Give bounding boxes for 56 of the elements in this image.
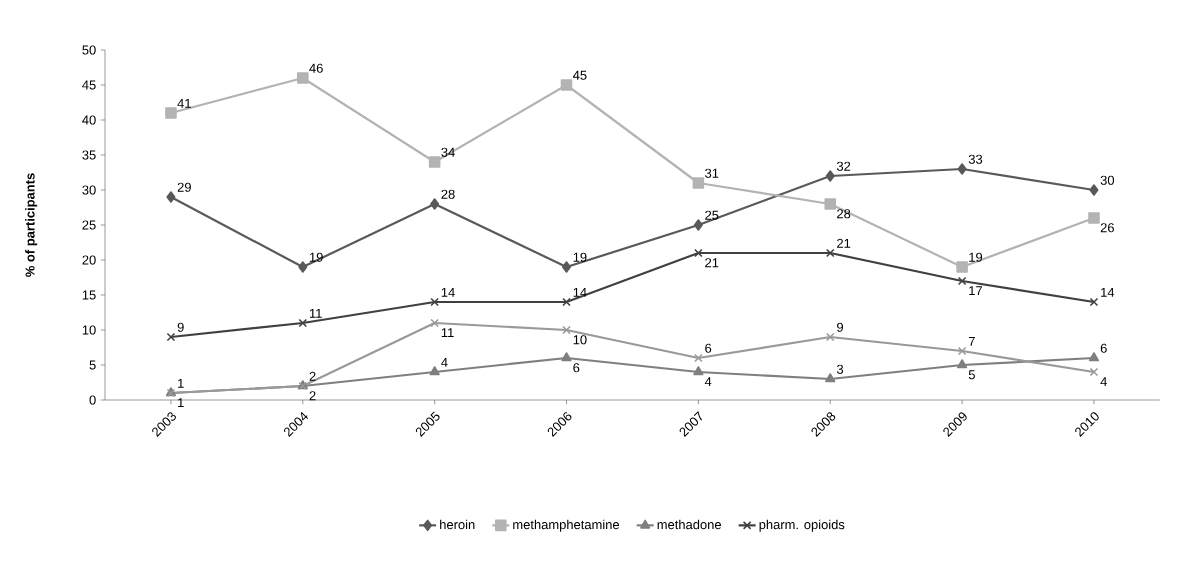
y-tick-label: 50: [82, 45, 96, 55]
data-label: 17: [969, 286, 983, 296]
y-tick-label: 45: [82, 80, 96, 90]
data-label: 29: [177, 182, 191, 192]
y-tick-label: 5: [89, 360, 96, 370]
data-label: 5: [968, 370, 975, 380]
data-label: 19: [309, 252, 323, 262]
data-label: 19: [969, 252, 983, 262]
data-label: 19: [573, 252, 587, 262]
y-tick-label: 35: [82, 150, 96, 160]
y-tick-label: 20: [82, 255, 96, 265]
data-label: 9: [177, 322, 184, 332]
data-label: 30: [1100, 175, 1115, 185]
y-tick-label: 15: [82, 290, 96, 300]
y-axis-title: % of participants: [25, 173, 38, 277]
legend-label: pharm. opioids: [759, 519, 845, 532]
data-label: 41: [177, 98, 191, 108]
data-label: 4: [704, 377, 712, 387]
data-label: 9: [837, 322, 844, 332]
data-label: 1: [178, 378, 184, 388]
data-label: 28: [441, 189, 455, 199]
data-label: 45: [572, 70, 587, 80]
data-label: 25: [705, 210, 719, 220]
data-label: 11: [441, 328, 454, 338]
data-label: 46: [309, 63, 323, 73]
data-label: 31: [705, 168, 719, 178]
data-label: 10: [573, 335, 587, 345]
data-label: 4: [441, 357, 448, 367]
data-label: 26: [1100, 223, 1114, 233]
data-label: 14: [573, 287, 587, 297]
data-label: 14: [1101, 287, 1115, 297]
legend-label: methamphetamine: [513, 519, 620, 532]
data-label: 6: [705, 343, 712, 353]
y-tick-label: 25: [82, 220, 96, 230]
data-label: 21: [705, 258, 719, 268]
data-label: 34: [441, 147, 455, 157]
data-label: 7: [968, 336, 975, 346]
data-label: 2: [309, 391, 316, 401]
legend-label: methadone: [657, 519, 721, 530]
y-tick-label: 40: [82, 115, 96, 125]
data-label: 21: [837, 238, 851, 248]
data-label: 6: [573, 363, 580, 373]
data-label: 11: [309, 308, 322, 318]
y-tick-label: 10: [82, 325, 96, 335]
data-label: 33: [968, 154, 983, 164]
y-tick-label: 30: [82, 185, 96, 195]
data-label: 28: [837, 209, 851, 219]
data-label: 6: [1100, 343, 1107, 353]
data-label: 32: [836, 161, 851, 171]
y-tick-label: 0: [89, 395, 96, 405]
data-label: 3: [836, 364, 844, 374]
data-label: 2: [309, 371, 316, 381]
data-label: 14: [441, 287, 455, 297]
data-label: 1: [178, 398, 184, 408]
legend-label: heroin: [440, 519, 475, 530]
data-label: 4: [1100, 377, 1107, 387]
